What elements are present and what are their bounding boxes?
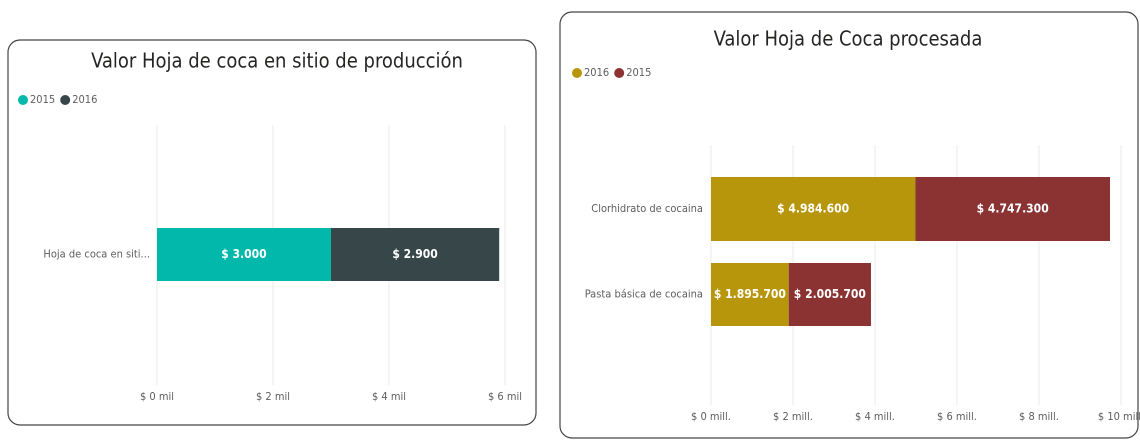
legend-label: 2015 bbox=[626, 66, 651, 79]
data-label: $ 3.000 bbox=[221, 247, 266, 261]
x-tick-label: $ 2 mill. bbox=[773, 410, 813, 423]
x-tick-label: $ 6 mill. bbox=[937, 410, 977, 423]
x-tick-label: $ 4 mil bbox=[372, 390, 406, 403]
bar bbox=[157, 228, 331, 281]
legend-marker bbox=[18, 95, 28, 105]
x-tick-label: $ 8 mill. bbox=[1019, 410, 1059, 423]
legend-marker bbox=[572, 68, 582, 78]
bar bbox=[711, 177, 916, 241]
chart-title: Valor Hoja de Coca procesada bbox=[714, 27, 983, 51]
bar bbox=[788, 263, 871, 326]
data-label: $ 4.747.300 bbox=[977, 202, 1049, 216]
legend-marker bbox=[614, 68, 625, 78]
bar bbox=[331, 228, 500, 281]
category-label: Hoja de coca en siti... bbox=[43, 248, 150, 261]
x-tick-label: $ 0 mill. bbox=[691, 410, 731, 423]
chart-title: Valor Hoja de coca en sitio de producció… bbox=[91, 49, 463, 73]
bar bbox=[915, 177, 1111, 241]
x-tick-label: $ 4 mill. bbox=[855, 410, 895, 423]
legend-marker bbox=[60, 95, 71, 105]
bar bbox=[711, 263, 789, 326]
x-tick-label: $ 0 mil bbox=[140, 390, 174, 403]
category-label: Clorhidrato de cocaina bbox=[591, 202, 703, 215]
legend-label: 2016 bbox=[72, 93, 97, 106]
category-label: Pasta básica de cocaina bbox=[585, 288, 703, 301]
data-label: $ 2.005.700 bbox=[794, 287, 866, 301]
x-tick-label: $ 10 mill. bbox=[1098, 410, 1140, 423]
x-tick-label: $ 2 mil bbox=[256, 390, 290, 403]
data-label: $ 1.895.700 bbox=[714, 287, 786, 301]
data-label: $ 2.900 bbox=[392, 247, 437, 261]
data-label: $ 4.984.600 bbox=[777, 202, 849, 216]
x-tick-label: $ 6 mil bbox=[488, 390, 522, 403]
legend-label: 2015 bbox=[30, 93, 55, 106]
legend-label: 2016 bbox=[584, 66, 609, 79]
